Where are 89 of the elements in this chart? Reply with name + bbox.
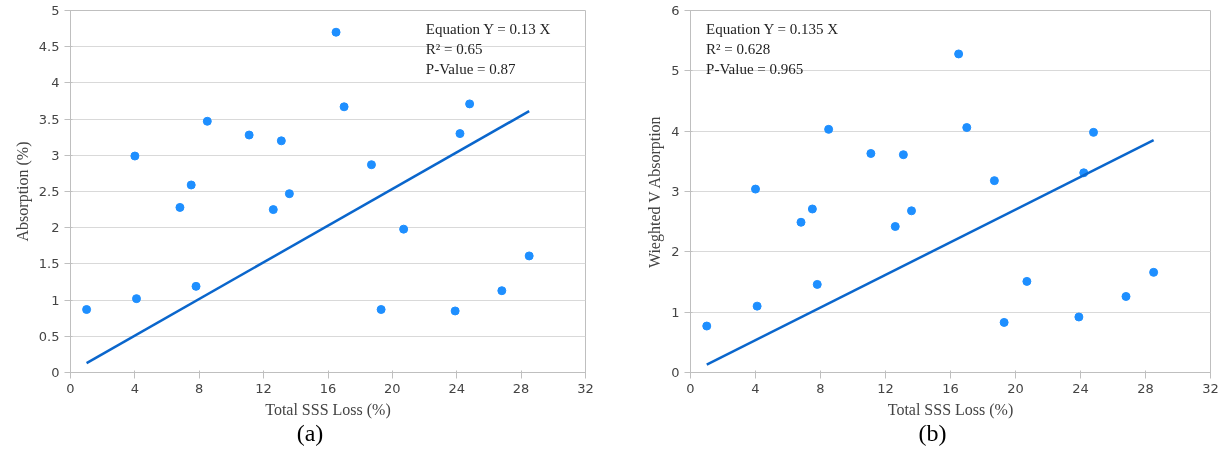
- x-tick-label: 4: [751, 380, 760, 396]
- x-axis-title: Total SSS Loss (%): [887, 400, 1014, 419]
- point: [175, 202, 185, 212]
- y-tick-label: 5: [51, 3, 60, 18]
- point: [450, 306, 460, 316]
- point: [202, 116, 212, 126]
- point: [130, 151, 140, 161]
- annotation: Equation Y = 0.13 X: [425, 20, 551, 37]
- x-tick-label: 8: [816, 380, 825, 396]
- point: [890, 222, 900, 231]
- point: [752, 301, 762, 311]
- x-tick-label: 28: [512, 380, 530, 396]
- x-tick-label: 12: [877, 380, 894, 396]
- point: [284, 189, 294, 199]
- annotation: R² = 0.628: [706, 40, 771, 57]
- x-tick-label: 16: [319, 380, 337, 396]
- x-tick-label: 28: [1137, 380, 1154, 396]
- annotation: P-Value = 0.965: [706, 60, 804, 77]
- x-tick-label: 24: [1072, 380, 1089, 396]
- point: [702, 321, 712, 331]
- point: [907, 206, 916, 216]
- point: [376, 305, 386, 314]
- point: [812, 279, 822, 289]
- annotation: Equation Y = 0.135 X: [706, 20, 839, 37]
- y-tick-label: 4: [671, 123, 680, 139]
- y-tick-label: 0: [671, 365, 680, 380]
- y-tick-label: 4: [51, 75, 60, 91]
- point: [131, 294, 141, 304]
- point: [796, 217, 806, 227]
- point: [399, 224, 409, 234]
- x-tick-label: 16: [942, 380, 959, 396]
- y-axis-title: Wieghted V Absorption: [646, 116, 665, 269]
- y-tick-label: 2.5: [38, 184, 60, 199]
- point: [962, 123, 972, 133]
- y-axis-title: Absorption (%): [13, 141, 32, 242]
- point: [751, 184, 760, 194]
- x-tick-label: 4: [130, 380, 140, 396]
- x-tick-label: 0: [66, 380, 75, 396]
- y-tick-label: 2: [51, 220, 60, 236]
- text: (b): [918, 419, 947, 448]
- y-tick-label: 0.5: [38, 328, 60, 344]
- point: [1089, 127, 1098, 137]
- point: [339, 102, 349, 112]
- point: [989, 176, 999, 186]
- annotation: P-Value = 0.87: [425, 60, 517, 77]
- point: [524, 251, 534, 261]
- annotation: R² = 0.65: [425, 40, 483, 57]
- point: [1022, 276, 1032, 286]
- point: [999, 317, 1009, 327]
- x-axis-title: Total SSS Loss (%): [265, 400, 391, 419]
- point: [465, 99, 475, 109]
- point: [191, 281, 201, 291]
- y-tick-label: 1.5: [38, 256, 60, 272]
- x-tick-label: 8: [195, 380, 204, 396]
- x-tick-label: 32: [1202, 380, 1219, 396]
- point: [276, 136, 286, 146]
- point: [268, 205, 278, 215]
- y-tick-label: 3.5: [38, 111, 60, 127]
- point: [366, 160, 376, 170]
- point: [954, 49, 964, 59]
- point: [455, 129, 465, 139]
- x-tick-label: 20: [1007, 380, 1024, 396]
- point: [82, 305, 92, 314]
- point: [331, 27, 341, 37]
- point: [807, 204, 817, 214]
- y-tick-label: 1: [671, 304, 680, 320]
- y-tick-label: 2: [671, 244, 680, 260]
- point: [244, 130, 254, 140]
- text: (a): [296, 419, 324, 448]
- x-tick-label: 0: [686, 380, 695, 396]
- x-tick-label: 32: [577, 380, 594, 396]
- y-tick-label: 4.5: [38, 39, 60, 55]
- y-tick-label: 1: [51, 292, 60, 308]
- y-tick-label: 6: [671, 3, 680, 18]
- x-tick-label: 20: [384, 380, 401, 396]
- point: [866, 149, 876, 158]
- point: [497, 286, 507, 296]
- point: [898, 150, 908, 160]
- x-tick-label: 24: [448, 380, 466, 396]
- y-tick-label: 3: [51, 147, 60, 163]
- point: [1074, 312, 1084, 322]
- x-tick-label: 12: [255, 380, 272, 396]
- y-tick-label: 0: [51, 365, 60, 380]
- point: [1121, 291, 1131, 301]
- point: [824, 124, 834, 134]
- y-tick-label: 5: [671, 63, 680, 79]
- point: [1149, 267, 1159, 277]
- point: [186, 180, 196, 190]
- y-tick-label: 3: [671, 184, 680, 199]
